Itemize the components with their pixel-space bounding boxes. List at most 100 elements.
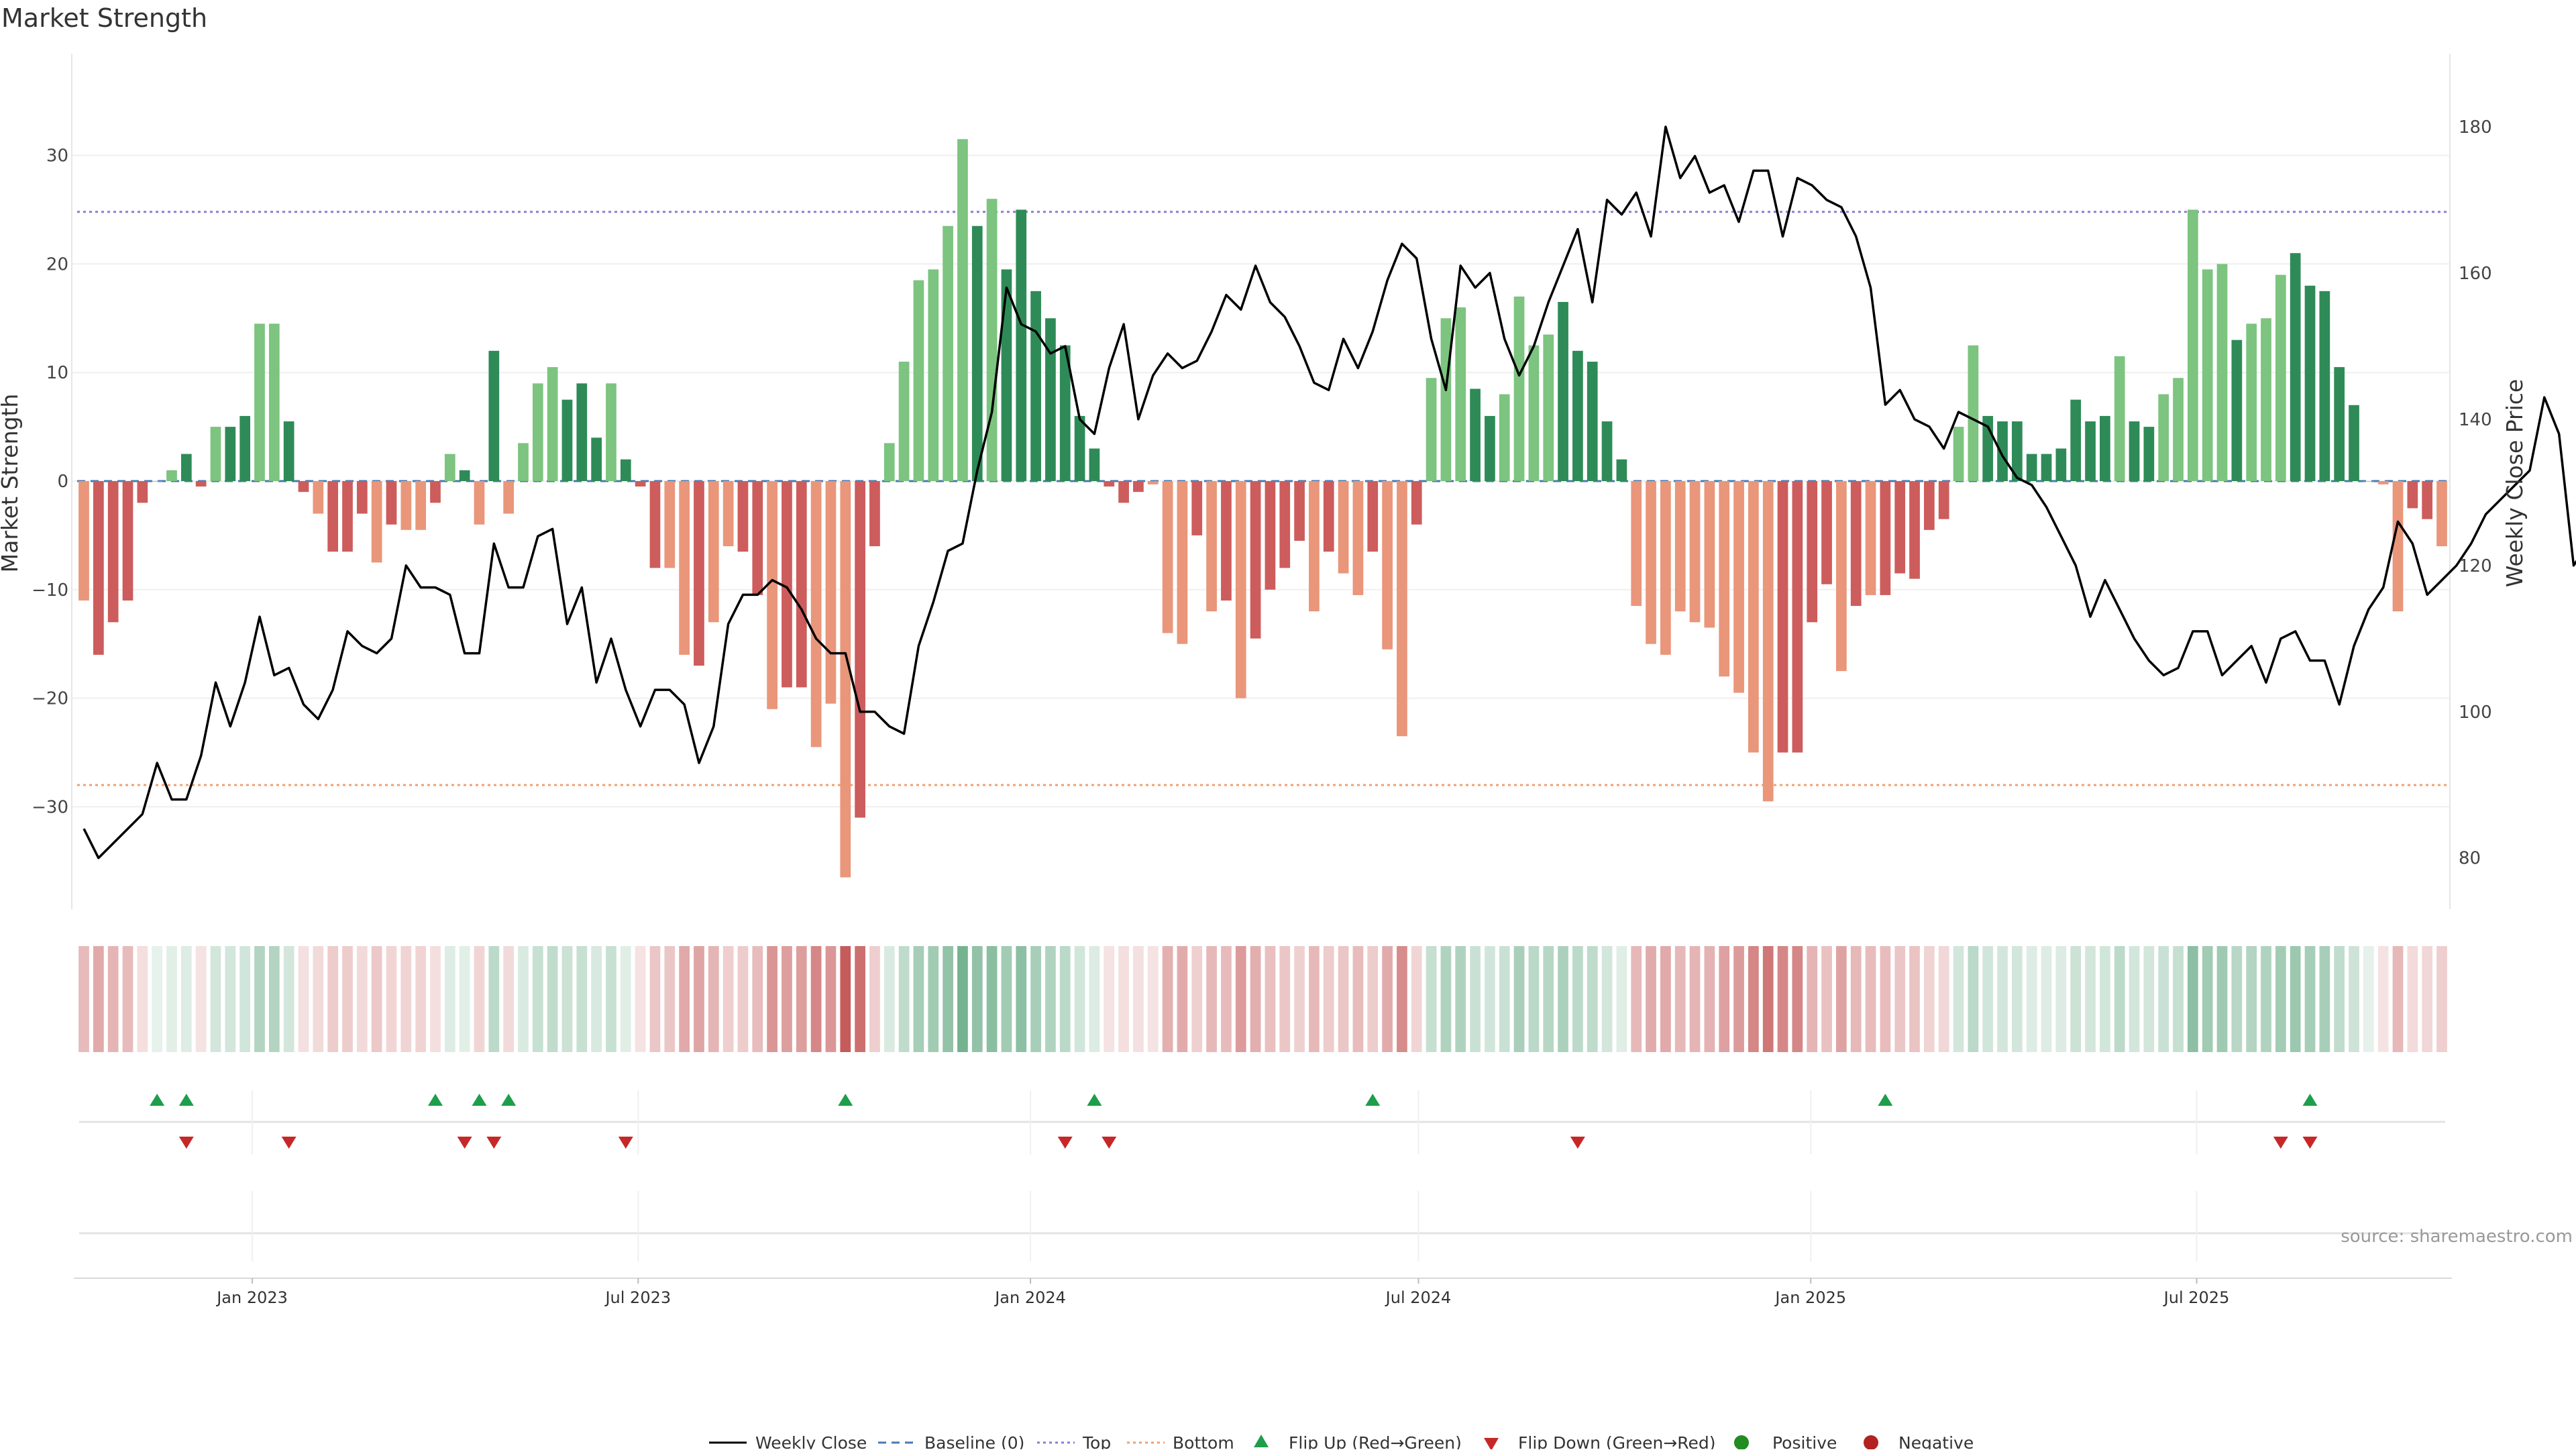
heat-strip-cell xyxy=(2158,946,2169,1052)
heat-strip-cell xyxy=(708,946,719,1052)
heat-strip-cell xyxy=(327,946,339,1052)
strength-bar xyxy=(1250,481,1261,639)
strength-bar xyxy=(2392,481,2404,612)
strength-bar xyxy=(107,481,119,623)
strength-bar xyxy=(430,481,441,503)
flip-up-marker xyxy=(178,1094,194,1106)
heat-strip-cell xyxy=(371,946,382,1052)
heat-strip-cell xyxy=(283,946,294,1052)
strength-bar xyxy=(1411,481,1422,525)
strength-bar xyxy=(1631,481,1642,607)
strength-bar xyxy=(2202,269,2213,481)
y-left-tick-label: 10 xyxy=(46,363,68,383)
heat-strip-cell xyxy=(1485,946,1495,1052)
strength-bar xyxy=(2129,421,2140,481)
heat-strip-cell xyxy=(225,946,236,1052)
strength-bar xyxy=(606,383,616,481)
strength-bar xyxy=(1543,334,1554,481)
y-left-tick-label: 20 xyxy=(46,254,68,274)
strength-bar xyxy=(782,481,792,688)
strength-bar xyxy=(503,481,514,514)
heat-strip-cell xyxy=(107,946,119,1052)
heat-strip-cell xyxy=(137,946,148,1052)
legend-item-bottom: Bottom xyxy=(1127,1433,1234,1452)
weekly-close-line xyxy=(83,125,2576,860)
heat-strip-cell xyxy=(2436,946,2447,1052)
strength-bar xyxy=(356,481,368,514)
heat-strip-cell xyxy=(2290,946,2301,1052)
heat-strip-cell xyxy=(1191,946,1203,1052)
heat-strip-cell xyxy=(1221,946,1232,1052)
strength-bar xyxy=(2246,323,2257,481)
strength-bar xyxy=(1177,481,1188,644)
heat-strip-cell xyxy=(503,946,514,1052)
strength-bar xyxy=(1836,481,1847,672)
heat-strip-cell xyxy=(1601,946,1613,1052)
strength-bar xyxy=(2349,405,2359,481)
heat-strip-cell xyxy=(2275,946,2286,1052)
flip-markers-panel xyxy=(79,1090,2445,1154)
heat-strip-cell xyxy=(1074,946,1085,1052)
strength-bar xyxy=(1191,481,1203,535)
strength-bar xyxy=(2275,274,2286,481)
heat-strip-cell xyxy=(1089,946,1100,1052)
heat-strip-cell xyxy=(1118,946,1129,1052)
heat-strip-cell xyxy=(840,946,851,1052)
strength-bar xyxy=(1118,481,1129,503)
flip-down-marker xyxy=(1102,1137,1117,1149)
y-right-tick-label: 140 xyxy=(2459,410,2492,430)
strength-bar xyxy=(1279,481,1291,568)
strength-bar xyxy=(591,437,602,481)
strength-bar xyxy=(2319,291,2330,481)
strength-bar xyxy=(2099,415,2110,481)
legend-label-weekly-close: Weekly Close xyxy=(755,1433,867,1449)
heat-strip-cell xyxy=(855,946,865,1052)
heat-strip-cell xyxy=(488,946,500,1052)
strength-bar xyxy=(2173,378,2184,481)
strength-bar xyxy=(1089,448,1100,481)
y-left-tick-label: 0 xyxy=(57,472,68,492)
heat-strip-cell xyxy=(1499,946,1510,1052)
strength-bar xyxy=(620,459,631,481)
heat-strip-cell xyxy=(810,946,822,1052)
heat-strip-cell xyxy=(1938,946,1949,1052)
x-date-tick-label: Jan 2024 xyxy=(994,1288,1066,1307)
heat-strip-cell xyxy=(1382,946,1393,1052)
strength-bar xyxy=(1660,481,1671,655)
legend-swatch-flip-up xyxy=(1254,1435,1269,1447)
heat-strip-cell xyxy=(1059,946,1071,1052)
heat-strip-cell xyxy=(2202,946,2213,1052)
heat-strip-cell xyxy=(166,946,177,1052)
strength-heat-strip xyxy=(78,946,2447,1052)
legend-label-negative: Negative xyxy=(1898,1433,1974,1449)
x-date-tick-label: Jan 2025 xyxy=(1774,1288,1846,1307)
heat-strip-cell xyxy=(1689,946,1701,1052)
strength-bar xyxy=(1792,481,1803,753)
reference-lines xyxy=(77,211,2449,786)
heat-strip-cell xyxy=(561,946,573,1052)
strength-bars xyxy=(78,139,2447,878)
heat-strip-cell xyxy=(1513,946,1525,1052)
main-axes xyxy=(71,54,2451,909)
heat-strip-cell xyxy=(386,946,397,1052)
heat-strip-cell xyxy=(1030,946,1041,1052)
strength-bar xyxy=(1323,481,1334,552)
legend-label-baseline: Baseline (0) xyxy=(924,1433,1024,1449)
heat-strip-cell xyxy=(635,946,646,1052)
heat-strip-cell xyxy=(1016,946,1027,1052)
heat-strip-cell xyxy=(913,946,924,1052)
legend-item-negative: Negative xyxy=(1864,1433,1974,1452)
flip-down-marker xyxy=(457,1137,472,1149)
heat-strip-cell xyxy=(122,946,133,1052)
y-right-tick-label: 180 xyxy=(2459,117,2492,138)
date-axis-panel: Jan 2023 Jul 2023 Jan 2024 Jul 2024 Jan 2025… xyxy=(74,1191,2452,1307)
strength-bar xyxy=(400,481,412,530)
strength-bar xyxy=(1059,345,1071,481)
heat-strip-cell xyxy=(986,946,998,1052)
x-date-tick-label: Jan 2023 xyxy=(215,1288,288,1307)
strength-bar xyxy=(679,481,690,655)
heat-strip-cell xyxy=(2304,946,2316,1052)
